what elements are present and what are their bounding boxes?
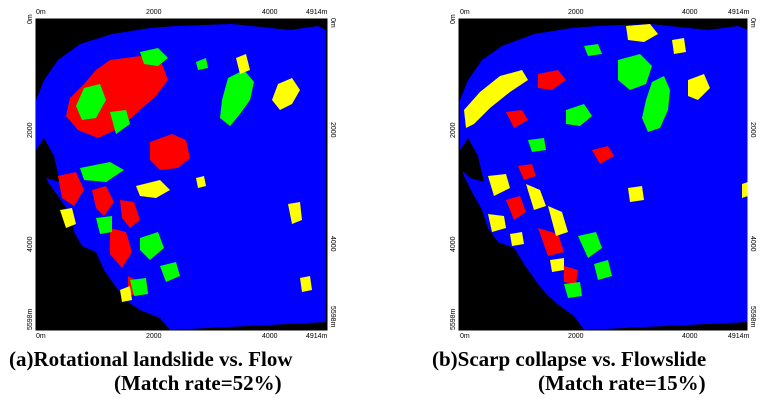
tick-bottom-4000: 4000 (262, 333, 278, 340)
tick-bottom-0m: 0m (460, 333, 470, 340)
tick-bottom-4000: 4000 (682, 333, 698, 340)
tick-top-4000: 4000 (262, 9, 278, 16)
map-b-blue-area (460, 24, 748, 330)
map-b: 0m 2000 4000 4914m 0m 2000 4000 4914m 0m… (450, 9, 756, 340)
map-a-border (34, 17, 329, 332)
tick-right-2000: 2000 (329, 122, 336, 138)
tick-top-4000: 4000 (682, 9, 698, 16)
tick-left-4000: 4000 (450, 236, 457, 252)
tick-top-2000: 2000 (146, 9, 162, 16)
tick-right-5598m: 5598m (749, 306, 756, 328)
panel-a: 0m 2000 4000 4914m 0m 2000 4000 4914m 0m… (9, 9, 336, 395)
tick-bottom-2000: 2000 (568, 333, 584, 340)
tick-right-0m: 0m (749, 18, 756, 28)
tick-right-4000: 4000 (749, 236, 756, 252)
map-a: 0m 2000 4000 4914m 0m 2000 4000 4914m 0m… (27, 9, 336, 340)
tick-left-2000: 2000 (27, 122, 34, 138)
map-a-red-patches (58, 56, 190, 296)
tick-bottom-4914m: 4914m (306, 333, 328, 340)
tick-top-4914m: 4914m (306, 9, 328, 16)
map-b-border (457, 17, 749, 332)
tick-top-0m: 0m (460, 9, 470, 16)
map-a-green-patches (76, 48, 254, 296)
map-b-black-notch (460, 138, 484, 182)
map-b-yellow-patches (464, 24, 748, 272)
map-a-black-notch (36, 138, 60, 182)
tick-right-2000: 2000 (749, 122, 756, 138)
caption-b-match-rate: (Match rate=15%) (538, 371, 706, 395)
caption-a-title: (a)Rotational landslide vs. Flow (9, 347, 293, 371)
map-b-green-patches (528, 44, 670, 298)
tick-left-4000: 4000 (27, 236, 34, 252)
tick-top-2000: 2000 (568, 9, 584, 16)
tick-bottom-4914m: 4914m (728, 333, 750, 340)
map-a-yellow-patches (60, 54, 312, 302)
tick-top-4914m: 4914m (728, 9, 750, 16)
map-b-red-patches (506, 70, 614, 284)
caption-a-match-rate: (Match rate=52%) (114, 371, 282, 395)
tick-right-4000: 4000 (329, 236, 336, 252)
tick-bottom-2000: 2000 (146, 333, 162, 340)
tick-left-5598m: 5598m (27, 308, 34, 330)
caption-b-title: (b)Scarp collapse vs. Flowslide (432, 347, 707, 371)
tick-left-2000: 2000 (450, 122, 457, 138)
tick-left-0m: 0m (450, 14, 457, 24)
tick-left-5598m: 5598m (450, 308, 457, 330)
tick-right-5598m: 5598m (329, 306, 336, 328)
tick-bottom-0m: 0m (36, 333, 46, 340)
panel-b: 0m 2000 4000 4914m 0m 2000 4000 4914m 0m… (388, 0, 776, 398)
tick-top-0m: 0m (36, 9, 46, 16)
tick-right-0m: 0m (329, 18, 336, 28)
tick-left-0m: 0m (27, 14, 34, 24)
